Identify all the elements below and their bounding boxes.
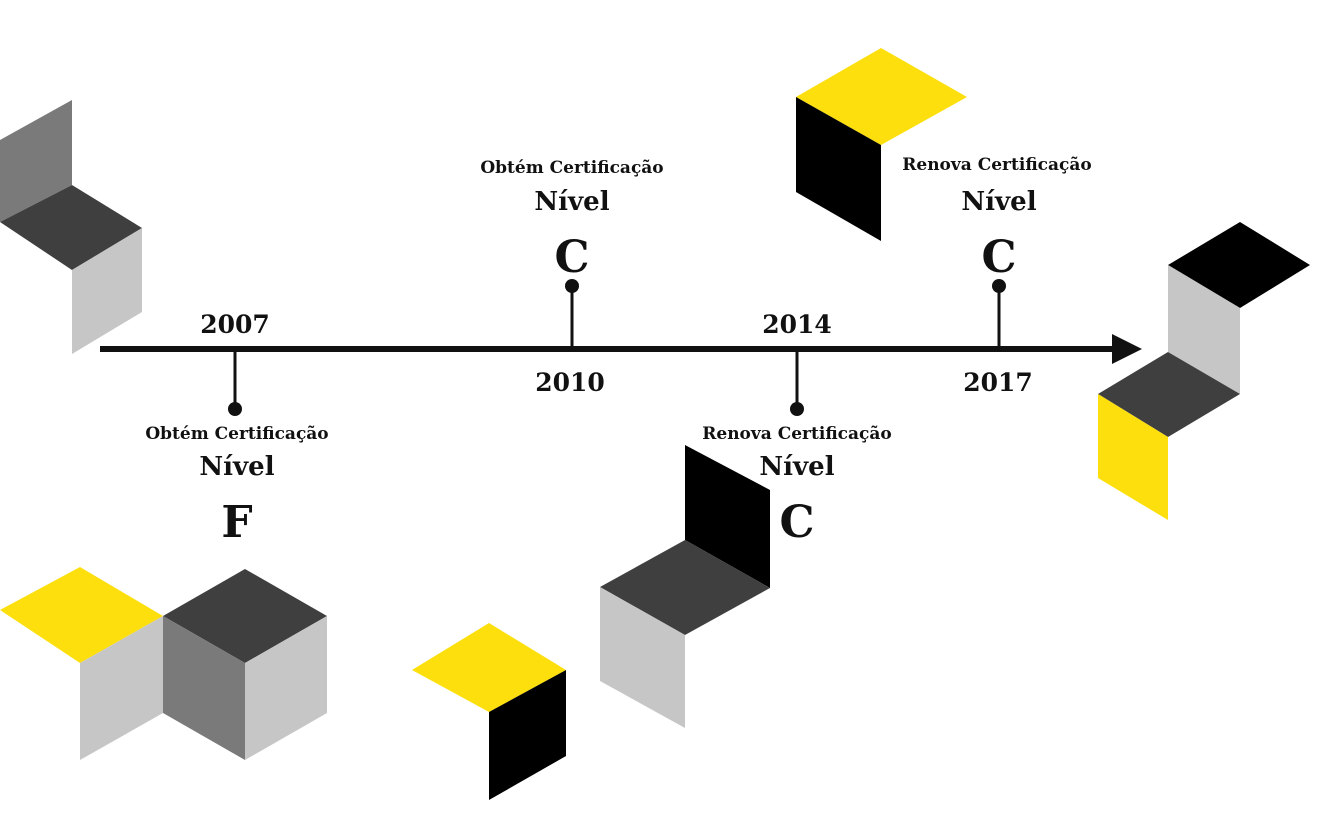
event-year: 2010 xyxy=(535,368,605,397)
event-nivel-label: Nível xyxy=(199,452,274,482)
event-action: Renova Certificação xyxy=(902,155,1092,175)
cube-decoration-top-center xyxy=(796,48,967,241)
cube-face xyxy=(72,228,142,354)
cube-face xyxy=(685,445,770,588)
cube-face xyxy=(245,616,327,760)
event-action: Renova Certificação xyxy=(702,424,892,444)
cube-face xyxy=(1168,222,1310,308)
cube-decoration-bottom-center xyxy=(600,445,770,728)
cube-face xyxy=(80,616,163,760)
cube-face xyxy=(600,540,770,635)
timeline-event-2007: 2007 Obtém Certificação Nível F xyxy=(145,310,328,548)
event-year: 2014 xyxy=(762,310,832,339)
cube-decoration-right xyxy=(1098,222,1310,520)
cube-face xyxy=(600,587,685,728)
cube-face xyxy=(0,185,142,270)
cube-decoration-bottom-left xyxy=(0,567,327,760)
cube-face xyxy=(489,670,566,800)
event-nivel-label: Nível xyxy=(961,187,1036,217)
timeline-axis xyxy=(100,334,1142,364)
event-level: F xyxy=(221,497,252,548)
event-year: 2017 xyxy=(963,368,1033,397)
cube-face xyxy=(0,567,163,663)
cube-decoration-bottom-small xyxy=(412,623,566,800)
timeline-event-2010: Obtém Certificação Nível C 2010 xyxy=(480,158,663,397)
cube-decoration-top-left xyxy=(0,100,142,354)
cube-face xyxy=(796,97,881,241)
event-nivel-label: Nível xyxy=(534,187,609,217)
timeline-event-2014: 2014 Renova Certificação Nível C xyxy=(702,310,892,548)
cube-face xyxy=(1168,265,1240,394)
event-marker xyxy=(790,402,804,416)
cube-face xyxy=(796,48,967,145)
event-year: 2007 xyxy=(200,310,270,339)
event-marker xyxy=(228,402,242,416)
event-action: Obtém Certificação xyxy=(145,424,328,444)
timeline-event-2017: Renova Certificação Nível C 2017 xyxy=(902,155,1092,397)
timeline-arrowhead xyxy=(1112,334,1142,364)
cube-face xyxy=(412,623,566,712)
event-level: C xyxy=(779,497,814,548)
event-action: Obtém Certificação xyxy=(480,158,663,178)
cube-face xyxy=(1098,394,1168,520)
event-nivel-label: Nível xyxy=(759,452,834,482)
cube-face xyxy=(163,616,245,760)
event-level: C xyxy=(981,232,1016,283)
cube-face xyxy=(0,100,72,222)
event-level: C xyxy=(554,232,589,283)
cube-face xyxy=(1098,352,1240,437)
